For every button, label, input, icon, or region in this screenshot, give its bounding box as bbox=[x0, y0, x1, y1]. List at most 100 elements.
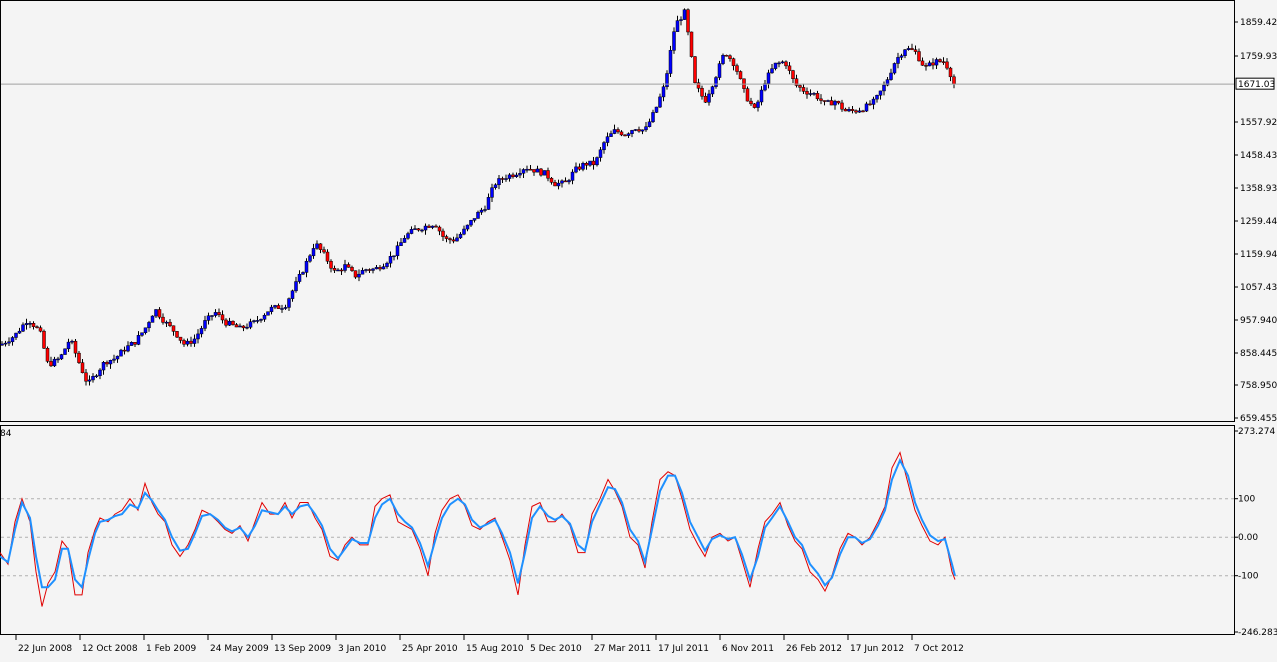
candle-body bbox=[805, 91, 809, 95]
time-axis-label: 12 Oct 2008 bbox=[82, 644, 138, 654]
candle bbox=[70, 339, 74, 345]
candle bbox=[903, 48, 907, 59]
candle-body bbox=[833, 100, 837, 106]
candle bbox=[626, 132, 631, 138]
candle-body bbox=[203, 320, 207, 329]
candle-body bbox=[213, 312, 218, 316]
candle bbox=[59, 353, 64, 361]
candle-body bbox=[609, 133, 613, 137]
candle-body bbox=[616, 129, 620, 133]
candle-body bbox=[234, 324, 239, 328]
candle-body bbox=[577, 166, 582, 170]
candle-body bbox=[584, 163, 589, 166]
candle-body bbox=[427, 225, 431, 228]
candle-body bbox=[126, 345, 130, 352]
candle-body bbox=[248, 321, 253, 328]
candle bbox=[178, 336, 183, 344]
candle bbox=[654, 106, 659, 114]
candle-body bbox=[920, 60, 925, 66]
candle bbox=[318, 243, 323, 254]
candle bbox=[899, 53, 904, 61]
candle bbox=[560, 179, 564, 188]
candle bbox=[185, 338, 190, 347]
candle-body bbox=[392, 255, 396, 258]
candle-body bbox=[262, 314, 267, 320]
candle-body bbox=[189, 340, 193, 344]
candle bbox=[616, 127, 620, 134]
candle-body bbox=[528, 168, 533, 171]
candle bbox=[721, 53, 725, 66]
candle bbox=[815, 90, 820, 101]
candle bbox=[269, 304, 274, 315]
candle-body bbox=[780, 61, 785, 64]
candle bbox=[756, 99, 760, 112]
candle bbox=[808, 89, 813, 97]
candle-body bbox=[84, 372, 88, 382]
candle-body bbox=[217, 312, 221, 315]
candle-body bbox=[903, 49, 907, 57]
candle bbox=[136, 331, 141, 346]
candle bbox=[773, 62, 778, 71]
candle bbox=[245, 323, 249, 330]
candle-body bbox=[231, 320, 235, 325]
candle bbox=[259, 318, 263, 323]
indicator-fast-line bbox=[0, 451, 956, 607]
candle bbox=[287, 297, 291, 312]
candle-body bbox=[322, 249, 326, 253]
candle bbox=[829, 96, 834, 106]
candle bbox=[203, 315, 207, 332]
candle-body bbox=[290, 290, 295, 299]
candle bbox=[584, 161, 589, 170]
candle bbox=[241, 325, 246, 332]
candle bbox=[591, 156, 596, 170]
candle-body bbox=[479, 209, 484, 213]
candle bbox=[231, 320, 235, 326]
candle bbox=[423, 223, 428, 235]
candle bbox=[343, 259, 347, 273]
candle-body bbox=[413, 228, 417, 230]
candle-body bbox=[696, 82, 701, 89]
candle bbox=[325, 249, 330, 265]
candle-body bbox=[700, 87, 704, 97]
candle-body bbox=[304, 260, 309, 273]
indicator-axis-label: 0.00 bbox=[1238, 533, 1258, 543]
candle-body bbox=[906, 48, 911, 50]
candle bbox=[644, 121, 648, 132]
candle bbox=[3, 340, 8, 347]
candle bbox=[353, 270, 358, 279]
price-axis-label: 1259.44 bbox=[1240, 217, 1277, 227]
indicator-axis-label: -100 bbox=[1238, 572, 1259, 582]
candle-body bbox=[462, 228, 466, 235]
candle bbox=[588, 160, 592, 167]
candle-body bbox=[640, 129, 645, 132]
candle bbox=[665, 70, 669, 90]
candle-body bbox=[661, 86, 666, 98]
candle-body bbox=[924, 65, 928, 67]
candle-body bbox=[703, 95, 708, 103]
candle bbox=[507, 173, 512, 182]
candle-body bbox=[49, 361, 53, 367]
candle-body bbox=[626, 133, 631, 136]
candle-body bbox=[756, 101, 760, 108]
candle bbox=[686, 8, 690, 36]
candle-body bbox=[693, 56, 697, 83]
candle-body bbox=[122, 349, 127, 352]
candle-body bbox=[315, 243, 319, 249]
candle bbox=[66, 338, 71, 353]
candle-body bbox=[861, 110, 865, 113]
candle bbox=[486, 193, 491, 210]
candle bbox=[612, 124, 617, 135]
candle-body bbox=[728, 55, 732, 59]
candle bbox=[553, 179, 557, 187]
candle bbox=[521, 168, 526, 178]
candle bbox=[518, 168, 522, 179]
candle-body bbox=[430, 225, 435, 228]
candle-body bbox=[220, 314, 225, 321]
candle-body bbox=[357, 273, 361, 278]
candle-body bbox=[378, 267, 382, 270]
candle bbox=[770, 64, 774, 74]
candle-body bbox=[63, 348, 67, 355]
candle-body bbox=[605, 136, 610, 143]
candle bbox=[920, 57, 925, 66]
candle-body bbox=[381, 266, 386, 270]
